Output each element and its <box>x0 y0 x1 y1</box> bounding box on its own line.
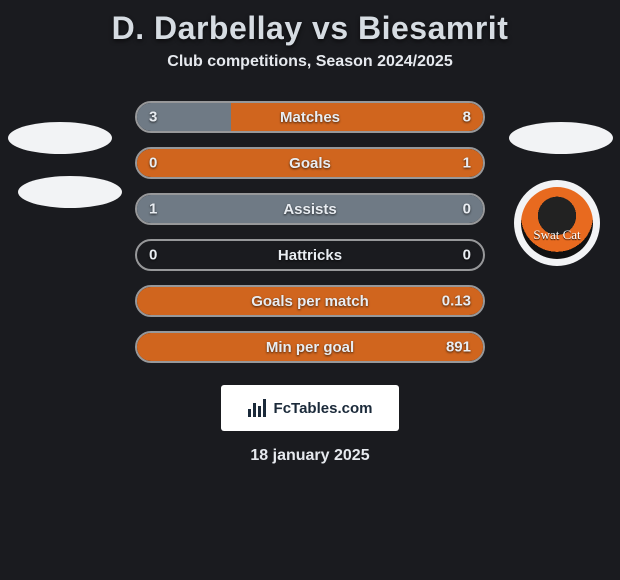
stat-row: 0 Goals 1 <box>135 147 485 179</box>
stat-label: Goals <box>289 155 331 172</box>
stat-label: Goals per match <box>251 293 369 310</box>
source-logo-text: FcTables.com <box>274 400 373 417</box>
stat-label: Matches <box>280 109 340 126</box>
stat-value-right: 0.13 <box>442 293 471 310</box>
stat-row: 0 Hattricks 0 <box>135 239 485 271</box>
stat-value-right: 1 <box>463 155 471 172</box>
stat-value-left: 0 <box>149 155 157 172</box>
stat-row: 3 Matches 8 <box>135 101 485 133</box>
club-crest-inner-icon: Swat Cat <box>521 187 593 259</box>
player-left-badge-1 <box>8 122 112 154</box>
stat-value-right: 0 <box>463 247 471 264</box>
club-crest-label: Swat Cat <box>521 227 593 243</box>
bars-icon <box>248 399 268 417</box>
club-crest-right: Swat Cat <box>514 180 600 266</box>
source-logo: FcTables.com <box>221 385 399 431</box>
stat-row: Min per goal 891 <box>135 331 485 363</box>
stat-value-left: 0 <box>149 247 157 264</box>
stat-value-right: 8 <box>463 109 471 126</box>
page-subtitle: Club competitions, Season 2024/2025 <box>0 53 620 71</box>
stat-value-right: 891 <box>446 339 471 356</box>
stat-label: Assists <box>283 201 336 218</box>
stat-label: Min per goal <box>266 339 354 356</box>
stat-row: 1 Assists 0 <box>135 193 485 225</box>
player-right-badge-1 <box>509 122 613 154</box>
stat-value-left: 3 <box>149 109 157 126</box>
snapshot-date: 18 january 2025 <box>0 447 620 465</box>
page-title: D. Darbellay vs Biesamrit <box>0 0 620 47</box>
stat-row: Goals per match 0.13 <box>135 285 485 317</box>
stat-rows: 3 Matches 8 0 Goals 1 1 Assists 0 0 Hattricks 0 Goal… <box>135 101 485 363</box>
stat-label: Hattricks <box>278 247 342 264</box>
bar-right <box>231 103 483 131</box>
player-left-badge-2 <box>18 176 122 208</box>
stat-value-left: 1 <box>149 201 157 218</box>
stat-value-right: 0 <box>463 201 471 218</box>
